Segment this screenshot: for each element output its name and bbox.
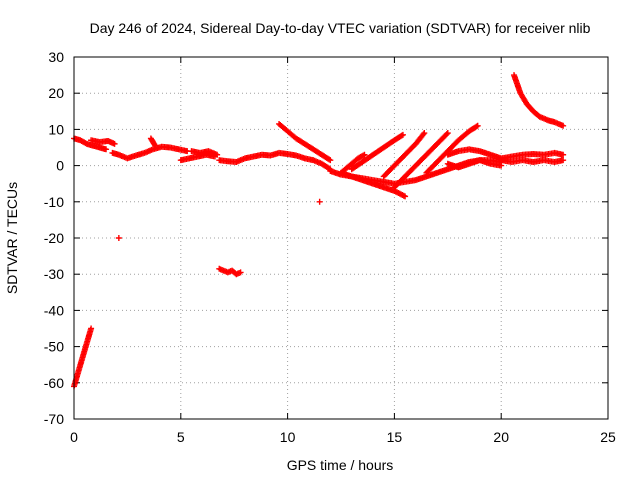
- series-track-q: [444, 157, 505, 171]
- y-tick-label: -40: [44, 302, 64, 318]
- data-point: [88, 325, 95, 332]
- x-axis-title: GPS time / hours: [287, 457, 394, 473]
- y-tick-label: -20: [44, 230, 64, 246]
- series-track-n: [391, 130, 451, 191]
- data-points: [71, 72, 567, 390]
- y-tick-label: -50: [44, 339, 64, 355]
- data-point: [326, 156, 333, 163]
- series-track-g: [216, 149, 334, 173]
- series-track-b: [88, 137, 118, 147]
- plot-frame: [73, 56, 609, 420]
- axis-ticks: 0 5 10 15 20 25 -70 -60 -50 -40 -30 -20 -10 0 10 20 30: [44, 49, 616, 445]
- y-tick-label: 10: [48, 121, 64, 137]
- y-tick-label: -30: [44, 266, 64, 282]
- data-point: [420, 131, 427, 138]
- series-track-p: [444, 146, 567, 162]
- data-point: [402, 193, 409, 200]
- data-point: [474, 122, 481, 129]
- grid: [74, 57, 608, 419]
- chart-title: Day 246 of 2024, Sidereal Day-to-day VTE…: [90, 20, 591, 36]
- data-point: [214, 151, 221, 158]
- series-track-s: [511, 72, 567, 129]
- data-point: [327, 157, 334, 164]
- series-track-d: [147, 135, 159, 149]
- data-point: [560, 151, 567, 158]
- data-point: [152, 142, 159, 149]
- y-axis-title: SDTVAR / TECUs: [4, 182, 20, 294]
- data-point: [360, 152, 367, 159]
- data-point: [316, 198, 323, 205]
- x-tick-label: 10: [280, 429, 296, 445]
- data-point: [560, 157, 567, 164]
- data-point: [115, 235, 122, 241]
- y-tick-label: 0: [56, 158, 64, 174]
- y-tick-label: -10: [44, 194, 64, 210]
- y-tick-label: -70: [44, 411, 64, 427]
- series-track-h: [276, 120, 334, 164]
- x-tick-label: 15: [387, 429, 403, 445]
- series-point-a: [115, 235, 122, 241]
- data-point: [399, 131, 406, 138]
- data-point: [560, 122, 567, 129]
- series-track-c: [109, 143, 191, 162]
- x-tick-label: 5: [177, 429, 185, 445]
- data-point: [237, 269, 244, 276]
- data-point: [443, 131, 450, 138]
- data-point: [444, 130, 451, 137]
- series-track-l: [338, 151, 368, 176]
- data-point: [398, 132, 405, 139]
- y-tick-label: -60: [44, 375, 64, 391]
- y-tick-label: 20: [48, 85, 64, 101]
- x-tick-label: 20: [493, 429, 509, 445]
- data-point: [111, 140, 118, 147]
- x-tick-label: 0: [70, 429, 78, 445]
- series-track-f: [188, 148, 221, 158]
- data-point: [151, 141, 158, 148]
- series-point-b: [316, 198, 323, 205]
- data-point: [103, 146, 110, 153]
- data-point: [361, 151, 368, 158]
- series-track-a: [71, 135, 110, 153]
- series-track-j: [338, 169, 409, 200]
- series-track-m: [380, 130, 428, 180]
- series-track-u: [216, 265, 244, 278]
- x-tick-label: 25: [600, 429, 616, 445]
- series-track-k: [348, 131, 406, 173]
- data-point: [498, 162, 505, 169]
- series-track-r: [498, 157, 567, 165]
- data-point: [473, 123, 480, 130]
- data-point: [421, 130, 428, 137]
- y-tick-label: 30: [48, 49, 64, 65]
